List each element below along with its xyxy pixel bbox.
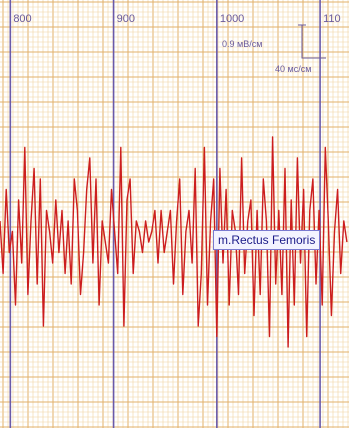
x-tick-label: 110 [323, 13, 341, 25]
calibration-scale: 0.9 мВ/см 40 мс/см [222, 24, 326, 74]
emg-signal-line [0, 136, 348, 348]
x-tick-label: 800 [13, 13, 31, 25]
calibration-time-label: 40 мс/см [275, 64, 311, 74]
series-label: m.Rectus Femoris [213, 230, 321, 250]
calibration-amplitude-label: 0.9 мВ/см [222, 39, 262, 49]
x-tick-label: 900 [117, 13, 135, 25]
calibration-bracket [301, 25, 326, 59]
signal-layer [0, 136, 348, 348]
x-tick-labels: 800 900 1000 110 [13, 13, 340, 25]
x-tick-label: 1000 [220, 13, 244, 25]
